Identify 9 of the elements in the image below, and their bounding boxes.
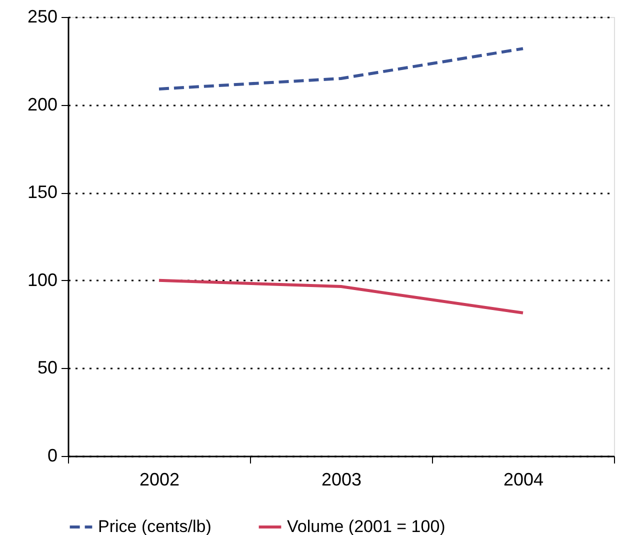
y-tick-label: 50 — [37, 358, 58, 378]
y-tick-label: 250 — [27, 6, 58, 26]
y-tick-label: 100 — [27, 270, 58, 290]
y-tick-label: 200 — [27, 94, 58, 114]
x-tick-label: 2004 — [503, 470, 544, 490]
y-tick-label: 150 — [27, 182, 58, 202]
x-tick-label: 2003 — [321, 470, 362, 490]
x-tick-label: 2002 — [139, 470, 180, 490]
y-tick-label: 0 — [47, 446, 58, 466]
